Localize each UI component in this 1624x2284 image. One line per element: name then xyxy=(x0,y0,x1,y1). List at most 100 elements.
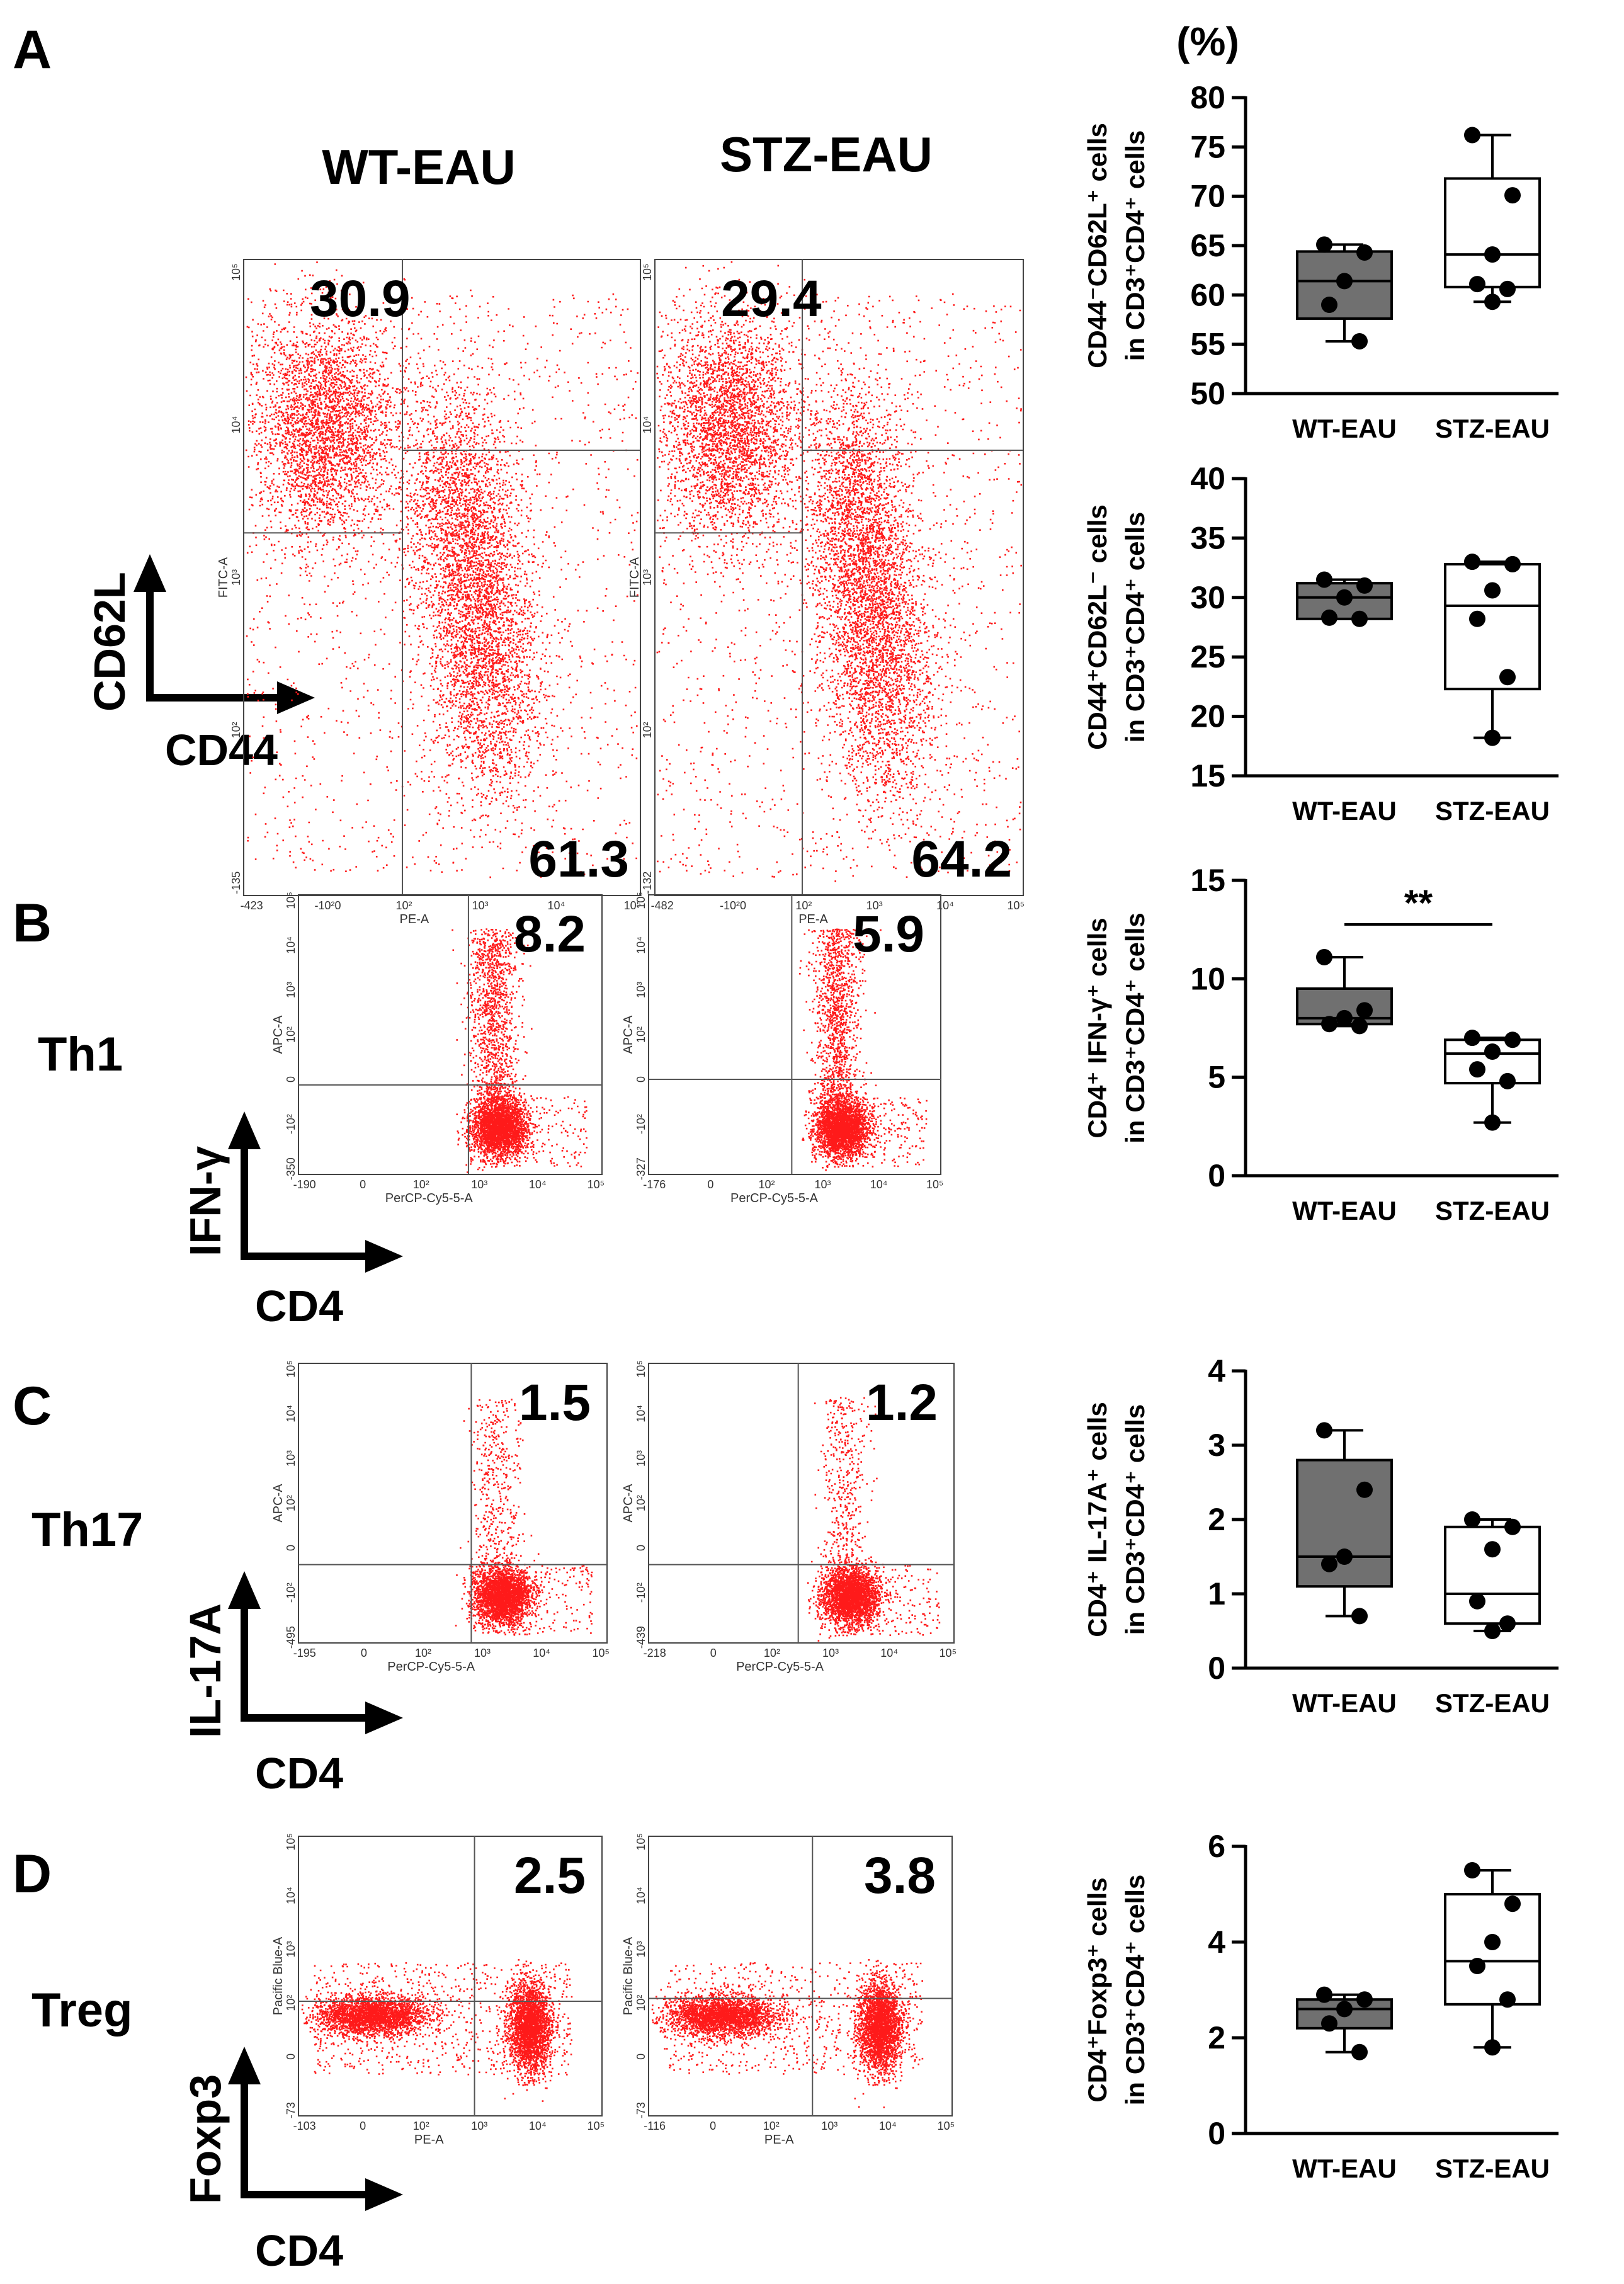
x-tick-label: 10² xyxy=(413,2120,429,2132)
x-tick-label: 0 xyxy=(360,2120,366,2132)
x-tick-label: 10⁵ xyxy=(940,1647,957,1659)
x-tick-label: 10⁵ xyxy=(592,1647,609,1659)
box-series-stz xyxy=(1444,1511,1541,1639)
x-tick-label: 10³ xyxy=(471,1178,487,1191)
y-tick-label: 50 xyxy=(1190,376,1225,411)
x-marker-cd4-c: CD4 xyxy=(255,1749,343,1798)
y-tick-label: -73 xyxy=(635,2102,647,2118)
data-point xyxy=(1504,1031,1521,1048)
y-tick-label: 10² xyxy=(230,722,242,738)
x-tick-label: 10³ xyxy=(474,1647,491,1659)
data-point xyxy=(1464,127,1480,144)
x-tick-label: 10⁴ xyxy=(879,2120,897,2132)
y-axis-label-line1: CD44⁻CD62L⁺ cells xyxy=(1082,123,1112,368)
box-series-wt xyxy=(1296,571,1393,627)
data-point xyxy=(1504,187,1521,204)
y-tick-label: 10³ xyxy=(285,982,297,998)
x-tick-label: 10⁴ xyxy=(529,2120,547,2132)
y-parameter-label: FITC-A xyxy=(628,557,642,598)
x-parameter-label: PE-A xyxy=(414,2133,444,2147)
category-label: WT-EAU xyxy=(1292,2154,1397,2183)
y-tick-label: 0 xyxy=(635,1076,647,1082)
flow-plot-a-stz: -482 -10²0 10² 10³ 10⁴ 10⁵-13210²10³10⁴10⁵PE-… xyxy=(628,259,1025,926)
data-point xyxy=(1499,669,1516,686)
y-tick-label: 4 xyxy=(1208,1924,1225,1960)
y-tick-label: 10⁵ xyxy=(285,1833,297,1850)
flow-plot-c-stz: -218 0 10² 10³ 10⁴ 10⁵ -439 -10² 0 10² 10³ 10⁴ 10⁵ Pe… xyxy=(622,1360,957,1674)
y-axis-label-line1: CD4⁺Foxp3⁺ cells xyxy=(1082,1877,1112,2102)
x-tick-label: 10³ xyxy=(472,899,488,912)
y-tick-label: 10⁵ xyxy=(230,263,242,280)
y-tick-label: 10³ xyxy=(635,1450,647,1467)
y-parameter-label: APC-A xyxy=(271,1015,285,1054)
y-tick-label: 0 xyxy=(285,1076,297,1082)
y-tick-label: -439 xyxy=(635,1626,647,1649)
data-point xyxy=(1356,1002,1373,1019)
y-axis-label-line1: CD4⁺ IL-17A⁺ cells xyxy=(1082,1402,1112,1637)
data-point xyxy=(1321,609,1337,626)
y-tick-label: 75 xyxy=(1190,129,1225,164)
y-parameter-label: FITC-A xyxy=(217,557,230,598)
plot-frame xyxy=(298,1836,603,2116)
y-tick-label: 10³ xyxy=(641,569,654,586)
data-point xyxy=(1469,1061,1485,1078)
flow-plot-b-stz: -176 0 10² 10³ 10⁴ 10⁵-327-10²010²10³10⁴10⁵Pe… xyxy=(622,892,943,1205)
panel-letter-c: C xyxy=(13,1376,52,1436)
data-point xyxy=(1499,1615,1516,1632)
x-parameter-label: PE-A xyxy=(400,912,429,926)
y-axis-label-line2: in CD3⁺CD4⁺ cells xyxy=(1120,512,1150,742)
data-point xyxy=(1464,1511,1480,1528)
x-tick-label: 10⁴ xyxy=(533,1647,550,1659)
marker-arrows-d: Foxp3 CD4 xyxy=(181,2047,403,2275)
y-tick-label: 0 xyxy=(285,2054,297,2060)
data-point xyxy=(1484,1114,1501,1131)
flow-plot-d-stz: -116 0 10² 10³ 10⁴ 10⁵ -73 0 10² 10³ 10⁴ 10⁵ PE-A Pac… xyxy=(622,1833,955,2147)
y-parameter-label: APC-A xyxy=(622,1484,635,1523)
y-tick-label: 10⁴ xyxy=(635,1887,647,1904)
event-dots xyxy=(656,261,1023,882)
x-tick-label: 10⁵ xyxy=(588,2120,605,2132)
y-tick-label: 10⁴ xyxy=(285,1405,297,1423)
y-tick-label: -10² xyxy=(635,1114,647,1134)
x-tick-label: -482 xyxy=(651,899,674,912)
box-series-wt xyxy=(1296,948,1393,1035)
event-dots xyxy=(451,928,588,1173)
data-point xyxy=(1316,948,1332,965)
flow-cytometry-plots: -423 -10²0 10² 10³ 10⁴ 10⁵-13510²10³10⁴10⁵PE-… xyxy=(217,259,1025,2147)
data-point xyxy=(1499,1072,1516,1089)
box-plot-2: 15 20 25 30 35 40 WT-EAU STZ-EAU CD44⁺CD62L⁻ cel… xyxy=(1082,461,1559,826)
marker-arrows-c: IL-17A CD4 xyxy=(181,1571,403,1798)
data-point xyxy=(1464,1862,1480,1878)
data-point xyxy=(1504,1518,1521,1535)
y-tick-label: -132 xyxy=(641,872,654,894)
y-tick-label: 10⁴ xyxy=(635,1405,647,1423)
data-point xyxy=(1499,280,1516,297)
y-tick-label: 10³ xyxy=(635,1941,647,1957)
box-plot-3: 0 5 10 15 WT-EAU STZ-EAU CD4⁺ IFN-γ⁺ cells in C… xyxy=(1082,863,1559,1225)
y-tick-label: 10² xyxy=(285,1995,297,2011)
y-tick-label: -10² xyxy=(285,1114,297,1134)
data-point xyxy=(1484,246,1501,263)
y-tick-label: 10³ xyxy=(230,569,242,586)
data-point xyxy=(1356,577,1373,594)
data-point xyxy=(1469,1958,1485,1974)
data-point xyxy=(1316,1986,1332,2003)
box-iqr xyxy=(1444,1038,1541,1085)
data-point xyxy=(1336,1009,1353,1026)
wt-title: WT-EAU xyxy=(322,139,516,195)
y-tick-label: 10⁴ xyxy=(285,1887,297,1904)
y-tick-label: 2 xyxy=(1208,2020,1225,2055)
y-parameter-label: APC-A xyxy=(271,1484,285,1523)
y-tick-label: 10⁴ xyxy=(285,936,297,954)
y-tick-label: 10⁵ xyxy=(635,1360,647,1377)
y-tick-label: 70 xyxy=(1190,179,1225,214)
x-tick-label: 10³ xyxy=(822,1647,839,1659)
data-point xyxy=(1484,293,1501,310)
data-point xyxy=(1484,2039,1501,2056)
y-axis-label-line2: in CD3⁺CD4⁺ cells xyxy=(1120,1404,1150,1635)
y-tick-label: 3 xyxy=(1208,1428,1225,1463)
x-tick-label: 10² xyxy=(795,899,812,912)
data-point xyxy=(1484,729,1501,746)
